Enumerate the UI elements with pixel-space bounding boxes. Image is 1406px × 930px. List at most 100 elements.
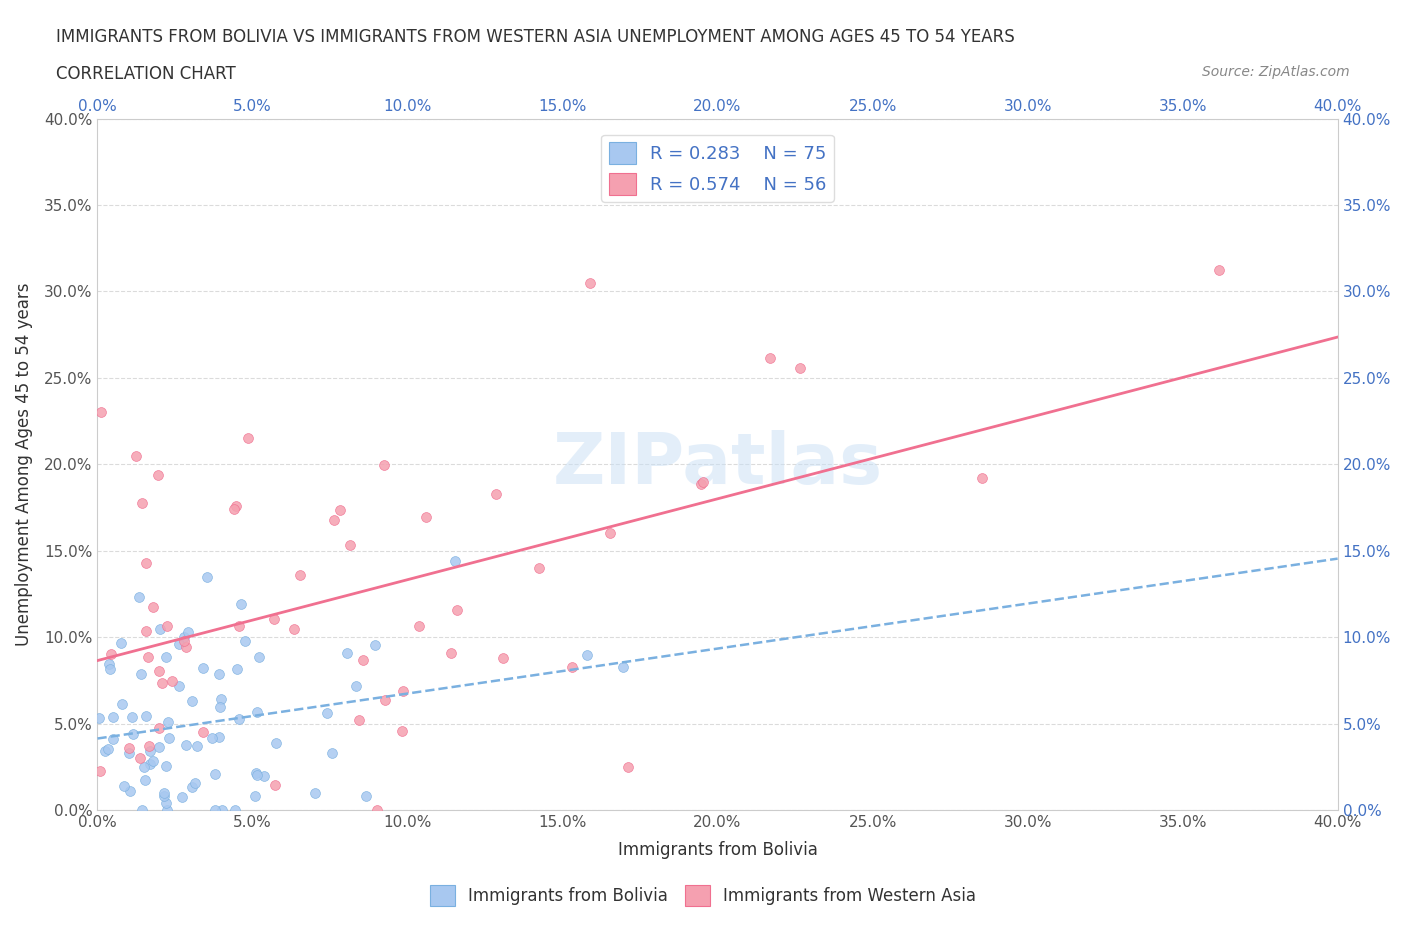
Point <box>149 622 172 637</box>
Point <box>129 667 152 682</box>
Point <box>201 730 224 745</box>
Point <box>148 467 170 482</box>
Point <box>1208 263 1230 278</box>
Point <box>148 664 170 679</box>
Point <box>153 789 176 804</box>
Point <box>972 471 994 485</box>
Point <box>263 777 285 792</box>
Text: CORRELATION CHART: CORRELATION CHART <box>56 65 236 83</box>
Point <box>321 746 343 761</box>
Legend: R = 0.283    N = 75, R = 0.574    N = 56: R = 0.283 N = 75, R = 0.574 N = 56 <box>602 135 834 202</box>
Point <box>211 803 233 817</box>
Point <box>167 679 190 694</box>
Point <box>156 803 179 817</box>
Point <box>228 711 250 726</box>
Point <box>263 611 285 626</box>
Point <box>131 803 153 817</box>
Point <box>135 708 157 723</box>
Point <box>266 736 288 751</box>
Point <box>110 635 132 650</box>
Point <box>692 474 714 489</box>
Point <box>323 512 346 527</box>
Point <box>329 503 352 518</box>
Point <box>392 684 415 698</box>
Point <box>112 778 135 793</box>
Point <box>246 705 269 720</box>
Point <box>122 726 145 741</box>
Point <box>612 659 634 674</box>
Point <box>150 676 173 691</box>
Point <box>148 721 170 736</box>
Point <box>97 741 120 756</box>
Point <box>229 596 252 611</box>
Point <box>208 730 231 745</box>
Point <box>415 510 437 525</box>
Point <box>304 786 326 801</box>
Point <box>138 744 160 759</box>
Point <box>408 619 430 634</box>
Point <box>527 561 550 576</box>
Point <box>155 759 177 774</box>
Y-axis label: Unemployment Among Ages 45 to 54 years: Unemployment Among Ages 45 to 54 years <box>15 283 32 646</box>
Point <box>352 652 374 667</box>
Point <box>204 803 226 817</box>
Point <box>174 640 197 655</box>
Point <box>364 638 387 653</box>
Point <box>689 477 711 492</box>
Point <box>129 751 152 765</box>
Point <box>135 623 157 638</box>
Point <box>204 766 226 781</box>
Point <box>354 789 377 804</box>
Point <box>98 661 121 676</box>
Point <box>173 633 195 648</box>
Point <box>156 715 179 730</box>
Point <box>138 756 160 771</box>
Point <box>89 764 111 778</box>
Point <box>142 753 165 768</box>
Point <box>759 351 782 365</box>
Point <box>315 706 337 721</box>
Point <box>174 737 197 752</box>
Point <box>98 657 121 671</box>
Point <box>444 553 467 568</box>
Point <box>374 693 396 708</box>
Point <box>118 784 141 799</box>
Point <box>128 590 150 604</box>
Point <box>225 662 247 677</box>
Point <box>184 776 207 790</box>
Point <box>209 692 232 707</box>
Point <box>391 724 413 738</box>
Point <box>249 649 271 664</box>
Legend: Immigrants from Bolivia, Immigrants from Western Asia: Immigrants from Bolivia, Immigrants from… <box>423 879 983 912</box>
Point <box>238 431 260 445</box>
Point <box>89 711 111 726</box>
Point <box>243 789 266 804</box>
Point <box>191 660 214 675</box>
Point <box>191 725 214 740</box>
Point <box>336 645 359 660</box>
Point <box>225 498 247 513</box>
Point <box>599 525 621 540</box>
Point <box>132 760 155 775</box>
Point <box>118 740 141 755</box>
Point <box>617 760 640 775</box>
Point <box>100 646 122 661</box>
Point <box>208 666 231 681</box>
Point <box>578 275 600 290</box>
Point <box>155 649 177 664</box>
Point <box>148 739 170 754</box>
Point <box>373 458 395 472</box>
Point <box>186 738 208 753</box>
Point <box>142 600 165 615</box>
Point <box>233 634 256 649</box>
Point <box>180 779 202 794</box>
Point <box>155 796 177 811</box>
Point <box>224 803 246 817</box>
Point <box>121 709 143 724</box>
Text: Source: ZipAtlas.com: Source: ZipAtlas.com <box>1202 65 1350 79</box>
Text: ZIPatlas: ZIPatlas <box>553 430 883 498</box>
Point <box>90 405 112 419</box>
Point <box>156 618 179 633</box>
Point <box>789 361 811 376</box>
Point <box>446 603 468 618</box>
